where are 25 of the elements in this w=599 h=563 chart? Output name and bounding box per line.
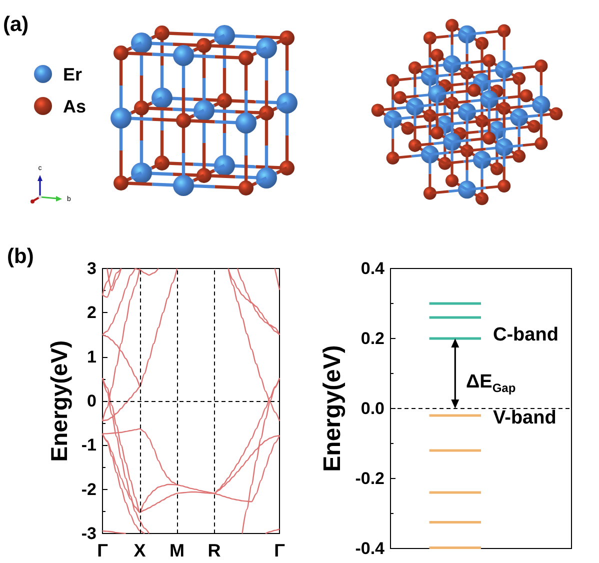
chart-title: (b)	[7, 245, 34, 268]
y-tick-label: -1	[81, 436, 96, 455]
annotation: V-band	[493, 408, 556, 428]
x-tick-label: Γ	[97, 540, 108, 560]
y-tick-label: 1	[87, 347, 96, 366]
y-axis-title: Energy(eV)	[46, 340, 72, 462]
y-tick-label: 0	[87, 392, 96, 410]
x-tick-label: R	[208, 540, 221, 560]
y-tick-label: -2	[81, 480, 96, 499]
y-axis-title: Energy(eV)	[318, 345, 346, 472]
y-tick-label: -3	[81, 524, 96, 543]
y-tick-label: 0.4	[360, 259, 386, 278]
y-tick-label: 3	[87, 259, 96, 278]
category-label: As	[63, 96, 86, 116]
x-tick-label: M	[170, 540, 185, 560]
annotation: C-band	[493, 324, 558, 346]
y-tick-label: -0.2	[355, 469, 384, 488]
y-tick-label: 0.2	[360, 329, 384, 348]
text: (a)	[3, 13, 29, 36]
y-tick-label: 2	[87, 303, 96, 322]
category-label: Er	[63, 64, 82, 84]
y-tick-label: 0.0	[360, 399, 384, 418]
x-tick-label: Γ	[274, 540, 286, 560]
x-tick-label: X	[134, 540, 146, 560]
y-tick-label: -0.4	[355, 539, 386, 558]
